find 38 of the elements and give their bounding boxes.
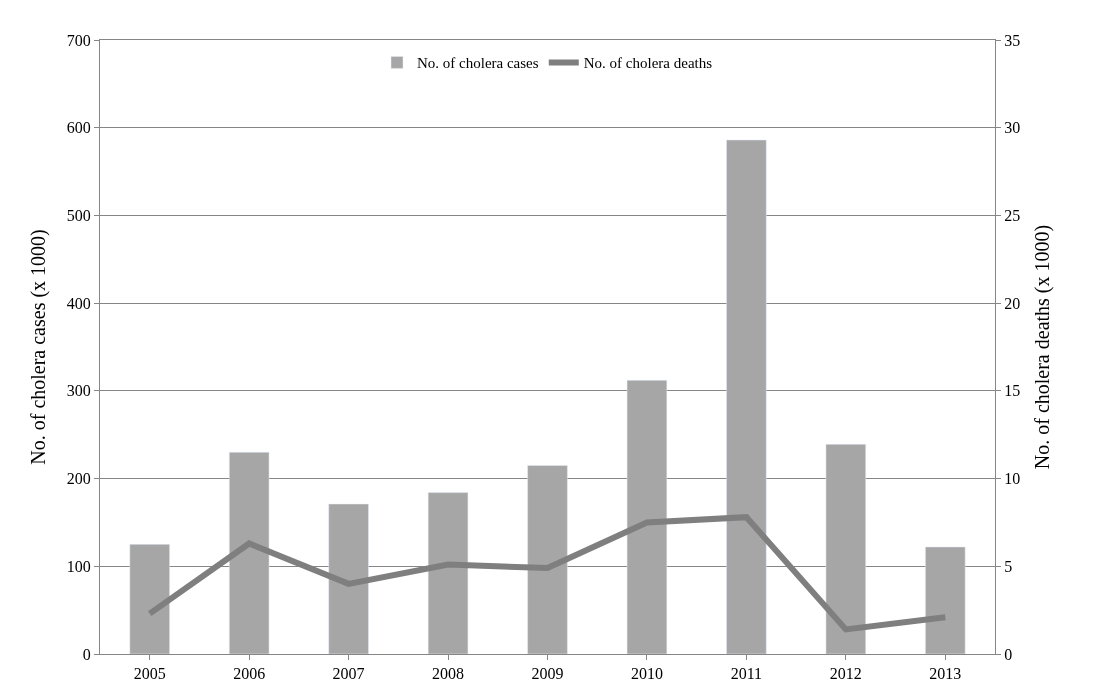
y2-tick-label: 5 — [1004, 557, 1013, 575]
bar — [527, 465, 568, 654]
bar — [229, 452, 270, 654]
bar — [925, 546, 966, 654]
x-tick-label: 2013 — [929, 665, 962, 683]
bar — [427, 492, 469, 654]
y-tick-label: 700 — [66, 31, 91, 49]
x-tick-label: 2011 — [730, 665, 763, 683]
y2-tick-label: 0 — [1004, 645, 1013, 663]
y-tick-label: 400 — [66, 294, 91, 312]
y-tick-label: 500 — [66, 207, 91, 225]
bar — [328, 503, 369, 654]
x-tick-label: 2012 — [829, 665, 862, 683]
y2-tick-label: 30 — [1004, 119, 1021, 137]
y-axis-title: No. of cholera cases (x 1000) — [27, 229, 51, 465]
bar — [825, 444, 866, 654]
y2-axis-title: No. of cholera deaths (x 1000) — [1030, 224, 1054, 470]
bar — [726, 139, 767, 654]
x-tick-label: 2005 — [133, 665, 166, 683]
legend-label: No. of cholera deaths — [583, 55, 713, 72]
x-tick-label: 2009 — [531, 665, 564, 683]
bar — [626, 380, 668, 654]
x-tick-label: 2007 — [332, 665, 365, 683]
legend-label: No. of cholera cases — [417, 55, 539, 72]
y2-tick-label: 35 — [1004, 31, 1021, 49]
y-tick-label: 200 — [66, 470, 91, 488]
x-tick-label: 2008 — [432, 665, 465, 683]
y2-tick-label: 15 — [1004, 382, 1021, 400]
y-tick-label: 0 — [82, 645, 91, 663]
x-tick-label: 2006 — [233, 665, 266, 683]
y2-tick-label: 10 — [1004, 470, 1021, 488]
x-tick-label: 2010 — [630, 665, 663, 683]
y2-tick-label: 20 — [1004, 294, 1021, 312]
y-tick-label: 100 — [66, 557, 91, 575]
bar — [129, 544, 170, 654]
y2-tick-label: 25 — [1004, 207, 1021, 225]
y-tick-label: 600 — [66, 119, 91, 137]
y-tick-label: 300 — [66, 382, 91, 400]
